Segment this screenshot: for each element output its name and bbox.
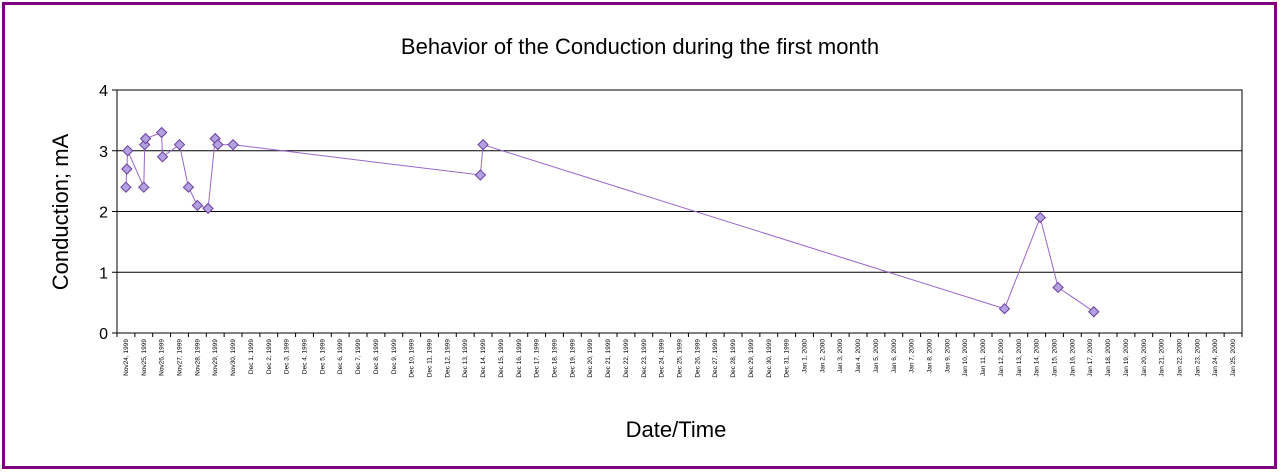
data-point <box>1034 211 1046 224</box>
data-point <box>155 126 168 139</box>
x-tick-label: Dec 20, 1999 <box>587 339 594 378</box>
x-tick-label: Dec 29, 1999 <box>748 339 755 378</box>
x-tick-label: Jan 4, 2000 <box>855 339 862 373</box>
x-tick-label: Dec 23, 1999 <box>641 339 648 378</box>
x-tick-label: Jan 17, 2000 <box>1087 339 1094 377</box>
x-tick-label: Jan 6, 2000 <box>891 339 898 373</box>
x-tick-label: Dec 9, 1999 <box>391 339 398 374</box>
data-point <box>477 138 489 151</box>
x-axis-ticks: Nov24, 1999 Nov25, 1999 Nov26, 1999 Nov27, … <box>116 333 1243 378</box>
x-tick-label: Dec 7, 1999 <box>355 339 362 374</box>
x-tick-label: Dec 3, 1999 <box>284 339 291 374</box>
x-tick-label: Nov24, 1999 <box>123 339 130 376</box>
x-tick-label: Jan 24, 2000 <box>1212 339 1219 377</box>
x-tick-label: Jan 7, 2000 <box>909 339 916 373</box>
data-point <box>156 151 169 163</box>
x-tick-label: Dec 5, 1999 <box>319 339 326 374</box>
x-tick-label: Jan 5, 2000 <box>873 339 880 373</box>
x-tick-label: Jan 25, 2000 <box>1230 339 1237 377</box>
x-tick-label: Dec 10, 1999 <box>409 339 416 378</box>
x-axis-label: Date/Time <box>626 417 727 442</box>
x-tick-label: Jan 22, 2000 <box>1177 339 1184 377</box>
x-tick-label: Dec 12, 1999 <box>444 339 451 378</box>
x-tick-label: Dec 13, 1999 <box>462 339 469 378</box>
x-tick-label: Jan 1, 2000 <box>802 339 809 373</box>
x-tick-label: Dec 4, 1999 <box>302 339 309 374</box>
data-points <box>120 126 1100 318</box>
x-tick-label: Dec 1, 1999 <box>248 339 255 374</box>
data-point <box>182 181 195 193</box>
x-tick-label: Dec 14, 1999 <box>480 339 487 378</box>
x-tick-label: Jan 13, 2000 <box>1016 339 1023 377</box>
x-tick-label: Dec 19, 1999 <box>569 339 576 378</box>
x-tick-label: Dec 11, 1999 <box>427 339 434 378</box>
data-point <box>139 132 152 145</box>
data-point <box>998 302 1011 315</box>
x-tick-label: Jan 11, 2000 <box>980 339 987 376</box>
data-point <box>121 163 133 175</box>
data-point <box>1088 306 1100 318</box>
y-tick-label: 1 <box>99 265 108 282</box>
x-tick-label: Jan 10, 2000 <box>962 339 969 377</box>
x-tick-label: Jan 15, 2000 <box>1052 339 1059 377</box>
x-tick-label: Jan 20, 2000 <box>1141 339 1148 377</box>
series-line <box>125 131 1095 313</box>
x-tick-label: Dec 25, 1999 <box>677 339 684 378</box>
y-axis-label: Conduction; mA <box>48 133 73 290</box>
x-tick-label: Dec 30, 1999 <box>766 339 773 378</box>
y-tick-label: 3 <box>99 144 108 161</box>
x-tick-label: Nov25, 1999 <box>141 339 148 376</box>
y-tick-label: 2 <box>99 205 108 222</box>
x-tick-label: Dec 8, 1999 <box>373 339 380 374</box>
x-tick-label: Nov28, 1999 <box>194 339 201 376</box>
x-tick-label: Jan 3, 2000 <box>837 339 844 373</box>
x-tick-label: Dec 27, 1999 <box>712 339 719 378</box>
data-point <box>202 202 214 215</box>
x-tick-label: Jan 19, 2000 <box>1123 339 1130 377</box>
x-tick-label: Jan 9, 2000 <box>944 339 951 373</box>
x-tick-label: Dec 17, 1999 <box>534 339 541 378</box>
data-point <box>120 181 132 193</box>
x-tick-label: Dec 16, 1999 <box>516 339 523 378</box>
data-point <box>173 138 186 151</box>
x-tick-label: Jan 23, 2000 <box>1194 339 1201 377</box>
data-point <box>212 138 224 151</box>
x-tick-label: Jan 14, 2000 <box>1034 339 1041 377</box>
x-tick-label: Jan 18, 2000 <box>1105 339 1112 377</box>
x-tick-label: Jan 8, 2000 <box>927 339 934 373</box>
y-axis-ticks: 0 1 2 3 4 <box>99 83 117 343</box>
x-tick-label: Nov29, 1999 <box>212 339 219 376</box>
x-tick-label: Dec 24, 1999 <box>659 339 666 378</box>
data-point <box>474 169 487 181</box>
x-tick-label: Nov30, 1999 <box>230 339 237 376</box>
data-point <box>1052 281 1064 294</box>
data-point <box>122 145 134 157</box>
x-tick-label: Dec 2, 1999 <box>266 339 273 374</box>
x-tick-label: Nov26, 1999 <box>159 339 166 376</box>
data-point <box>191 199 204 212</box>
data-point <box>227 138 239 151</box>
x-tick-label: Dec 6, 1999 <box>337 339 344 374</box>
gridlines <box>117 150 1242 273</box>
chart-frame <box>2 2 1277 469</box>
x-tick-label: Dec 15, 1999 <box>498 339 505 378</box>
y-tick-label: 4 <box>99 83 108 100</box>
x-tick-label: Dec 18, 1999 <box>552 339 559 378</box>
x-tick-label: Dec 21, 1999 <box>605 339 612 378</box>
x-tick-label: Dec 22, 1999 <box>623 339 630 378</box>
x-tick-label: Jan 21, 2000 <box>1159 339 1166 377</box>
x-tick-label: Jan 16, 2000 <box>1069 339 1076 377</box>
x-tick-label: Dec 26, 1999 <box>694 339 701 378</box>
y-tick-label: 0 <box>99 326 108 343</box>
x-tick-label: Jan 2, 2000 <box>819 339 826 373</box>
chart-title: Behavior of the Conduction during the fi… <box>401 34 879 59</box>
data-point <box>138 181 150 193</box>
x-tick-label: Dec 28, 1999 <box>730 339 737 378</box>
x-tick-label: Nov27, 1999 <box>177 339 184 376</box>
x-tick-label: Jan 12, 2000 <box>998 339 1005 377</box>
x-tick-label: Dec 31, 1999 <box>784 339 791 378</box>
